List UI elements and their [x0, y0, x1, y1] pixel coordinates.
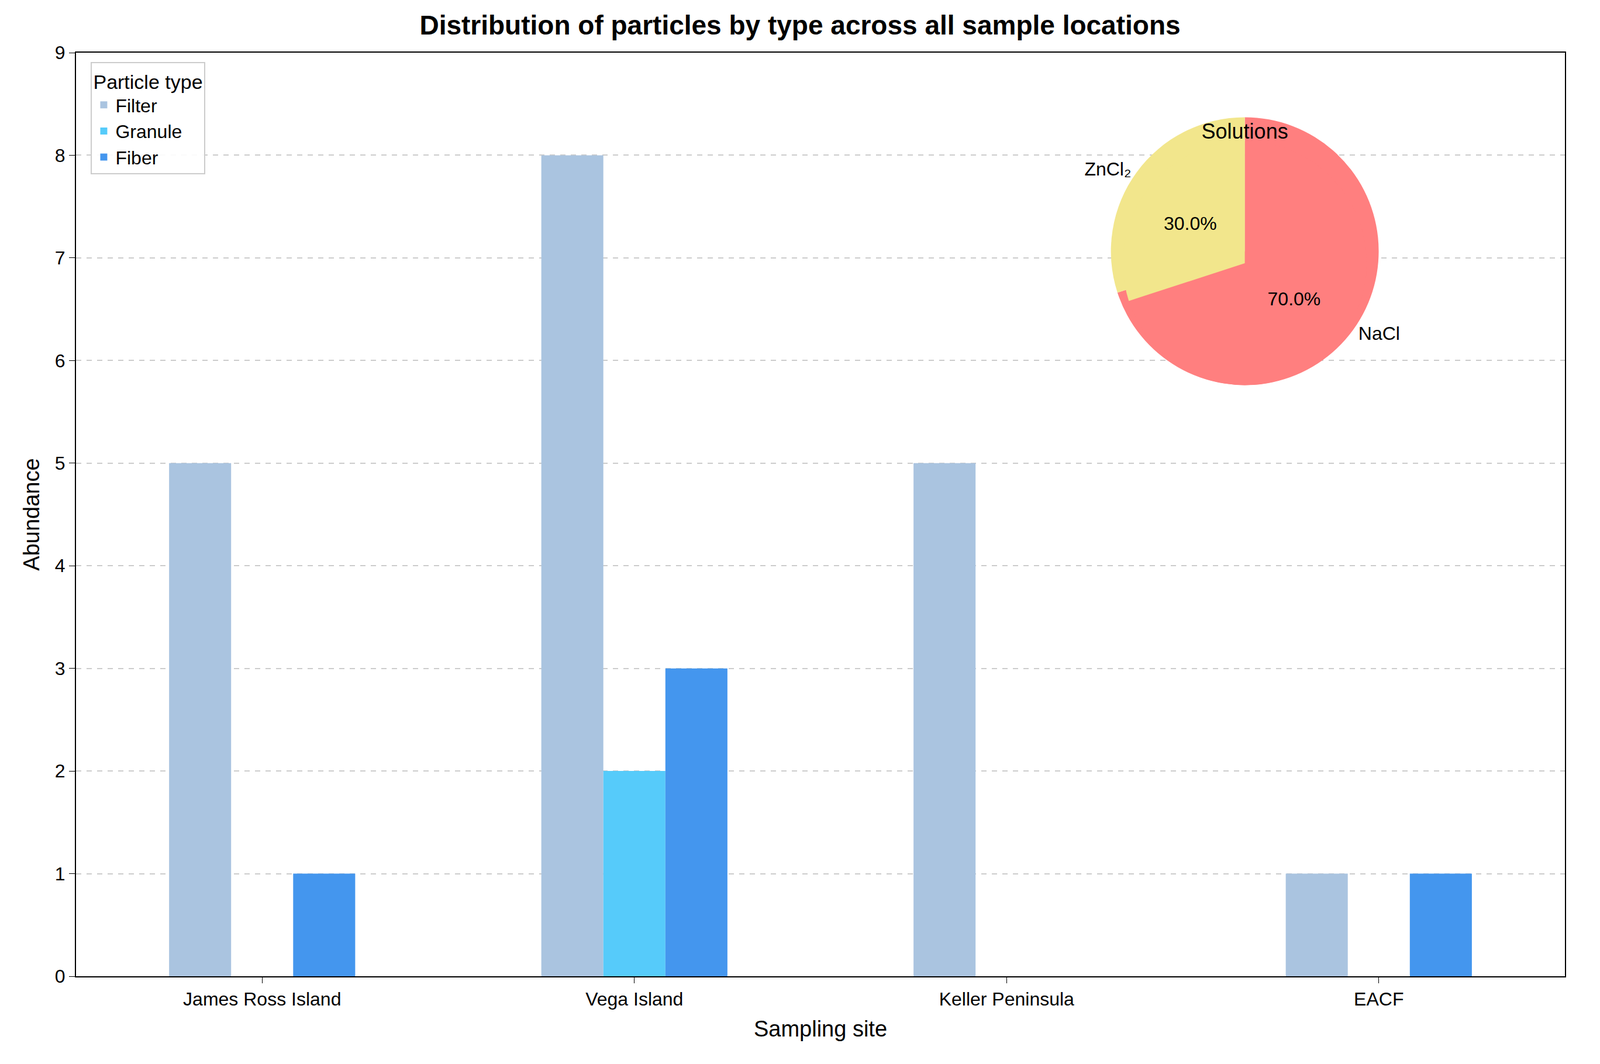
svg-text:4: 4 — [54, 554, 66, 577]
svg-text:ZnCl₂: ZnCl₂ — [1084, 158, 1131, 180]
svg-text:9: 9 — [54, 42, 66, 64]
svg-text:Particle type: Particle type — [92, 70, 203, 93]
svg-text:Sampling site: Sampling site — [753, 1016, 888, 1041]
svg-text:Vega Island: Vega Island — [585, 988, 684, 1010]
svg-text:James Ross Island: James Ross Island — [183, 988, 341, 1010]
svg-text:7: 7 — [54, 247, 66, 269]
svg-text:Distribution of particles by t: Distribution of particles by type across… — [419, 9, 1181, 41]
svg-text:EACF: EACF — [1353, 988, 1404, 1010]
svg-text:2: 2 — [54, 760, 66, 782]
svg-text:NaCl: NaCl — [1358, 322, 1400, 344]
svg-text:Keller Peninsula: Keller Peninsula — [939, 988, 1075, 1010]
svg-text:8: 8 — [54, 145, 66, 167]
svg-text:3: 3 — [54, 657, 66, 679]
svg-text:6: 6 — [54, 350, 66, 372]
svg-text:70.0%: 70.0% — [1267, 288, 1322, 310]
svg-text:Solutions: Solutions — [1201, 119, 1289, 144]
svg-text:Granule: Granule — [115, 121, 182, 143]
svg-text:Abundance: Abundance — [19, 457, 44, 571]
svg-text:30.0%: 30.0% — [1163, 212, 1217, 234]
svg-text:5: 5 — [54, 452, 66, 474]
svg-text:Fiber: Fiber — [115, 147, 158, 169]
svg-text:Filter: Filter — [115, 95, 157, 117]
svg-text:1: 1 — [54, 863, 66, 885]
svg-text:0: 0 — [54, 965, 66, 987]
